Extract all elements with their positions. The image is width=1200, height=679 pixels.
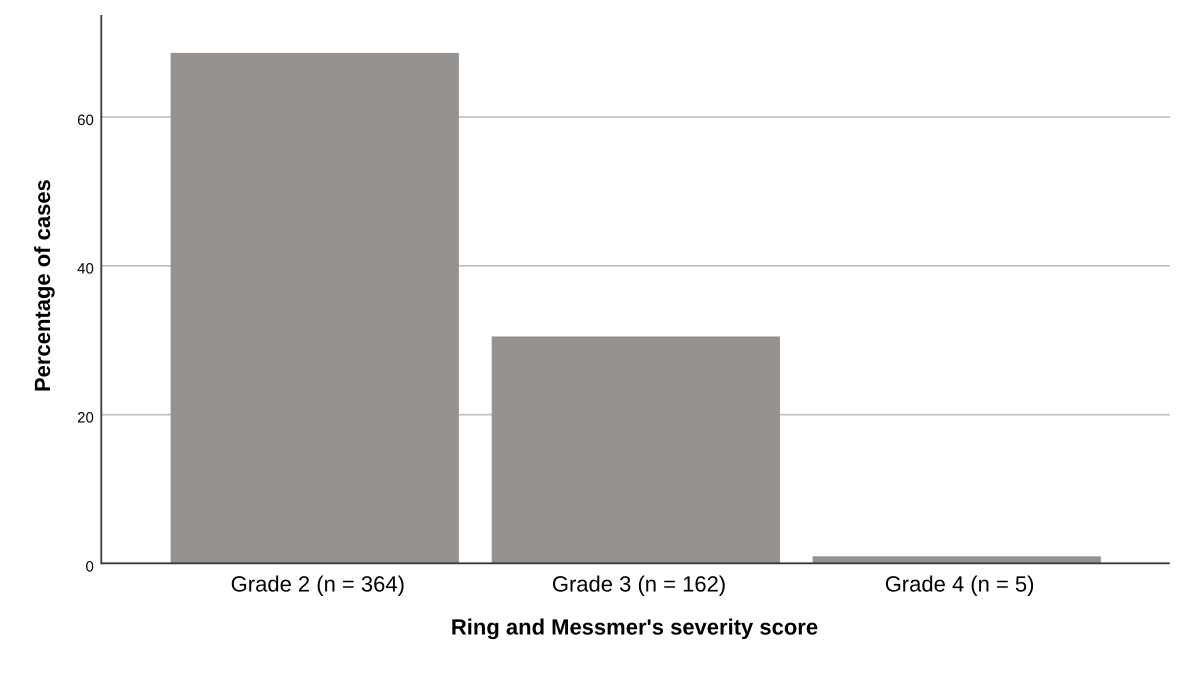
svg-text:Percentage of cases: Percentage of cases (30, 179, 55, 392)
svg-text:Grade 4 (n = 5): Grade 4 (n = 5) (885, 572, 1035, 597)
svg-text:60: 60 (77, 112, 94, 129)
svg-text:Grade 2 (n = 364): Grade 2 (n = 364) (231, 572, 405, 597)
svg-text:Ring and Messmer's severity sc: Ring and Messmer's severity score (451, 615, 818, 640)
svg-text:Grade 3 (n = 162): Grade 3 (n = 162) (552, 572, 726, 597)
svg-text:40: 40 (77, 261, 94, 278)
svg-text:20: 20 (77, 410, 94, 427)
svg-text:0: 0 (85, 559, 93, 576)
